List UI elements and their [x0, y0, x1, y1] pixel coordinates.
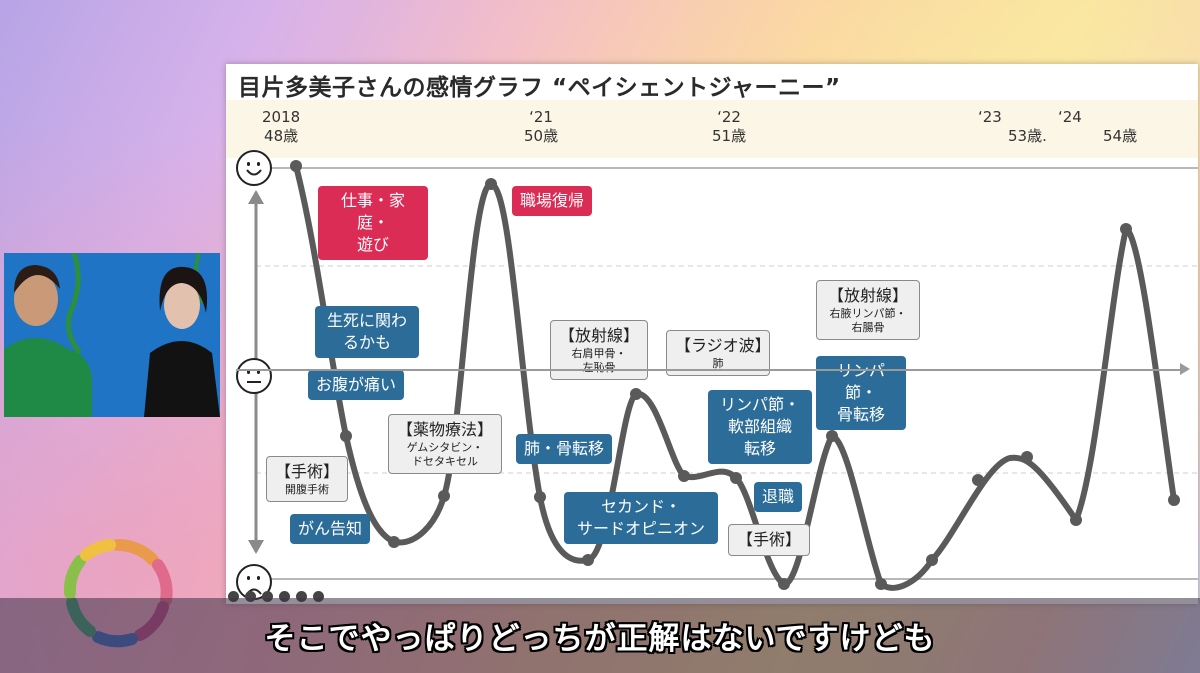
- tag-title: 【放射線】: [827, 286, 908, 305]
- age-text: 48歳: [264, 127, 299, 145]
- event-cancer-diagnosis: がん告知: [290, 514, 371, 544]
- view-icon[interactable]: [279, 591, 290, 602]
- event-surgery-2: 【手術】: [728, 524, 811, 556]
- event-radiation-1: 【放射線】 右肩甲骨・ 左恥骨: [550, 320, 648, 380]
- year-text: ‘23: [978, 108, 1002, 126]
- event-soft-tissue-metastasis: リンパ節・ 軟部組織 転移: [708, 390, 812, 464]
- slide-title: 目片多美子さんの感情グラフ “ペイシェントジャーニー”: [238, 75, 841, 101]
- subtitle-bar: [0, 598, 1200, 673]
- event-work-family: 仕事・家庭・ 遊び: [318, 186, 428, 260]
- age-text: 54歳: [1103, 127, 1138, 145]
- year-text: ‘21: [529, 108, 553, 126]
- tag-title: 【手術】: [275, 462, 340, 481]
- pen-icon[interactable]: [262, 591, 273, 602]
- neutral-axis-line: [236, 369, 1184, 371]
- event-radiofrequency: 【ラジオ波】 肺: [666, 330, 771, 376]
- event-life-or-death: 生死に関わ るかも: [315, 306, 419, 358]
- axis-arrow-down: [248, 540, 264, 554]
- slide-toolbar[interactable]: [228, 591, 324, 605]
- video-subtitle: そこでやっぱりどっちが正解はないですけども: [264, 621, 936, 657]
- more-icon[interactable]: [313, 591, 324, 602]
- tag-sub: 開腹手術: [285, 483, 329, 496]
- happy-face-icon: [236, 150, 272, 186]
- event-lung-bone-metastasis: 肺・骨転移: [516, 434, 613, 464]
- next-slide-icon[interactable]: [245, 591, 256, 602]
- tag-sub: ゲムシタビン・ ドセタキセル: [406, 441, 484, 468]
- age-text: 53歳.: [1008, 127, 1047, 145]
- timeline-band: [226, 100, 1198, 158]
- year-label-2023: ‘23 53歳.: [978, 108, 1047, 146]
- year-text: ‘22: [717, 108, 741, 126]
- event-retirement: 退職: [754, 482, 803, 512]
- year-label-2022: ‘22 51歳: [712, 108, 746, 146]
- event-drug-therapy: 【薬物療法】 ゲムシタビン・ ドセタキセル: [388, 414, 502, 474]
- prev-slide-icon[interactable]: [228, 591, 239, 602]
- age-text: 50歳: [524, 127, 559, 145]
- event-return-to-work: 職場復帰: [512, 186, 593, 216]
- webcam-video: [4, 253, 220, 417]
- tag-sub: 右腋リンパ節・ 右腸骨: [829, 307, 907, 334]
- year-text: 2018: [262, 108, 301, 126]
- neutral-face-icon: [236, 358, 272, 394]
- event-lymph-bone-metastasis: リンパ節・ 骨転移: [816, 356, 906, 430]
- year-label-2021: ‘21 50歳: [524, 108, 558, 146]
- curve-points: [290, 160, 1180, 590]
- event-second-opinion: セカンド・ サードオピニオン: [564, 492, 718, 544]
- webcam-scene: [4, 253, 220, 417]
- tag-title: 【放射線】: [559, 326, 640, 345]
- year-label-2024: ‘24 54歳: [1058, 108, 1137, 146]
- year-text: ‘24: [1058, 108, 1082, 126]
- event-surgery-1: 【手術】 開腹手術: [266, 456, 348, 502]
- event-radiation-2: 【放射線】 右腋リンパ節・ 右腸骨: [816, 280, 920, 340]
- event-stomach-pain: お腹が痛い: [308, 370, 405, 400]
- emotion-graph: [248, 160, 1198, 591]
- zoom-icon[interactable]: [296, 591, 307, 602]
- tag-title: 【薬物療法】: [397, 420, 494, 439]
- year-label-2018: 2018 48歳: [262, 108, 300, 146]
- presentation-slide: 目片多美子さんの感情グラフ “ペイシェントジャーニー” 2018 48歳 ‘21…: [226, 64, 1198, 604]
- tag-sub: 肺: [712, 357, 724, 370]
- axis-arrow-right: [1180, 363, 1190, 375]
- tag-title: 【ラジオ波】: [675, 336, 771, 355]
- age-text: 51歳: [712, 127, 747, 145]
- axis-arrow-up: [248, 190, 264, 204]
